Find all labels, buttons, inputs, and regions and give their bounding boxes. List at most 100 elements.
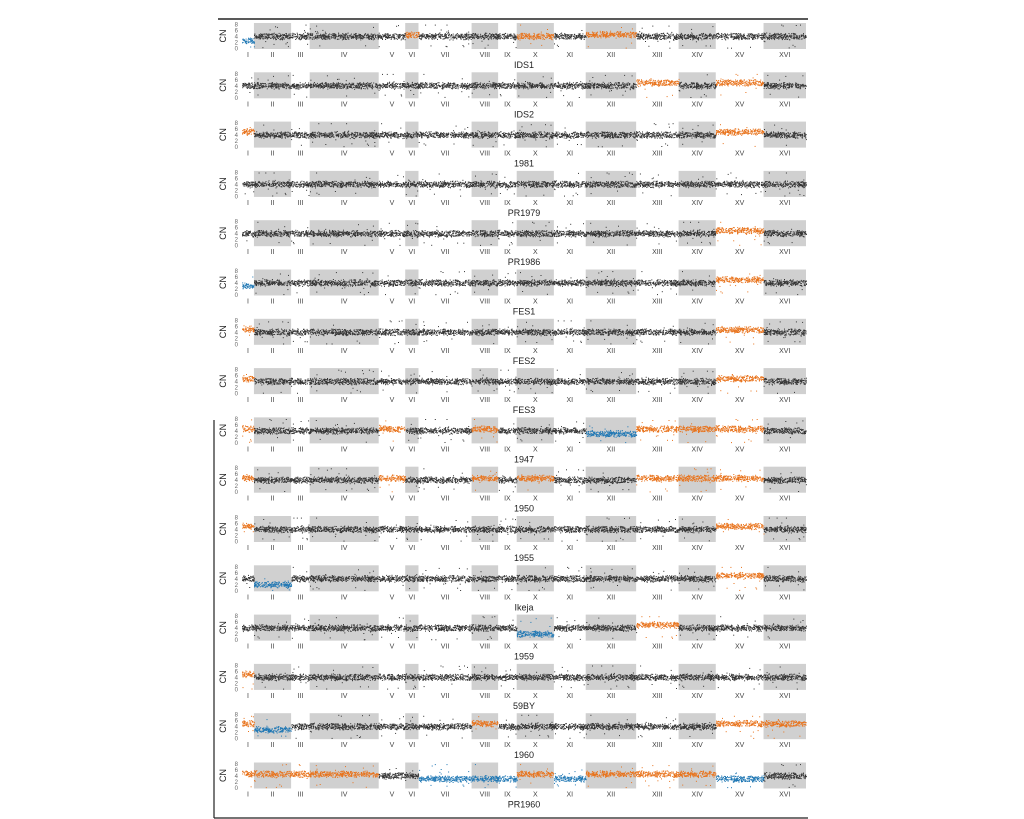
cn-point <box>356 37 357 38</box>
cn-point <box>288 46 289 47</box>
chromosome-label-II: II <box>271 52 275 59</box>
cn-point <box>375 37 376 38</box>
cn-point <box>372 35 373 36</box>
cn-point <box>338 34 339 35</box>
cn-point <box>269 35 270 36</box>
cn-point <box>244 40 245 41</box>
cn-point <box>354 34 355 35</box>
cn-point <box>357 35 358 36</box>
cn-point <box>373 27 374 28</box>
cn-point <box>315 37 316 38</box>
cn-point <box>267 34 268 35</box>
cn-point <box>369 39 370 40</box>
cn-point <box>290 35 291 36</box>
cn-point <box>326 38 327 39</box>
cn-point <box>285 33 286 34</box>
cn-point <box>293 33 294 34</box>
cn-point <box>405 37 406 38</box>
cn-point <box>304 37 305 38</box>
cn-point <box>279 36 280 37</box>
cn-point <box>317 37 318 38</box>
cn-point <box>378 38 379 39</box>
cn-point <box>256 38 257 39</box>
cn-point <box>322 30 323 31</box>
cn-point <box>317 38 318 39</box>
cn-point <box>297 34 298 35</box>
cn-point <box>334 38 335 39</box>
cn-point <box>312 39 313 40</box>
cn-point <box>265 41 266 42</box>
cn-point <box>391 39 392 40</box>
cn-point <box>316 33 317 34</box>
cn-point <box>319 37 320 38</box>
cn-point <box>242 42 243 43</box>
cn-point <box>371 37 372 38</box>
cn-point <box>317 35 318 36</box>
cn-point <box>246 41 247 42</box>
points-I <box>242 38 255 48</box>
cn-point <box>381 36 382 37</box>
cn-point <box>344 38 345 39</box>
cn-point <box>352 36 353 37</box>
cn-point <box>255 37 256 38</box>
cn-point <box>394 34 395 35</box>
cn-point <box>264 36 265 37</box>
cn-point <box>269 34 270 35</box>
cn-point <box>314 36 315 37</box>
cn-point <box>338 35 339 36</box>
cn-point <box>284 38 285 39</box>
cn-point <box>387 33 388 34</box>
cn-point <box>250 38 251 39</box>
cn-point <box>274 35 275 36</box>
cn-point <box>282 34 283 35</box>
cn-point <box>325 39 326 40</box>
y-axis-label: CN <box>218 30 228 43</box>
cn-point <box>338 33 339 34</box>
cn-point <box>367 37 368 38</box>
cn-point <box>254 35 255 36</box>
cn-point <box>267 38 268 39</box>
cn-point <box>373 37 374 38</box>
cn-point <box>303 33 304 34</box>
chromosome-label-V: V <box>390 52 395 59</box>
cn-point <box>306 35 307 36</box>
cn-point <box>379 33 380 34</box>
cn-point <box>322 39 323 40</box>
cn-point <box>345 35 346 36</box>
cn-point <box>379 46 380 47</box>
cn-point <box>329 34 330 35</box>
cn-point <box>350 36 351 37</box>
cn-point <box>399 36 400 37</box>
cn-point <box>288 35 289 36</box>
cn-point <box>292 34 293 35</box>
cn-point <box>340 35 341 36</box>
cn-point <box>308 35 309 36</box>
cn-point <box>343 35 344 36</box>
cn-point <box>329 36 330 37</box>
cn-point <box>310 34 311 35</box>
cn-point <box>403 38 404 39</box>
cn-point <box>404 36 405 37</box>
cn-point <box>304 38 305 39</box>
cn-point <box>309 38 310 39</box>
cn-point <box>387 38 388 39</box>
cn-point <box>329 38 330 39</box>
cn-point <box>312 38 313 39</box>
cn-point <box>306 25 307 26</box>
cn-point <box>282 37 283 38</box>
cn-point <box>371 39 372 40</box>
cn-point <box>310 35 311 36</box>
cn-point <box>248 41 249 42</box>
cn-point <box>386 38 387 39</box>
cn-point <box>385 39 386 40</box>
cn-point <box>297 35 298 36</box>
cn-point <box>280 39 281 40</box>
cn-point <box>300 39 301 40</box>
cn-point <box>343 39 344 40</box>
cn-point <box>264 34 265 35</box>
cn-point <box>355 34 356 35</box>
cn-point <box>308 39 309 40</box>
cn-point <box>259 35 260 36</box>
cn-point <box>323 38 324 39</box>
cn-point <box>283 37 284 38</box>
